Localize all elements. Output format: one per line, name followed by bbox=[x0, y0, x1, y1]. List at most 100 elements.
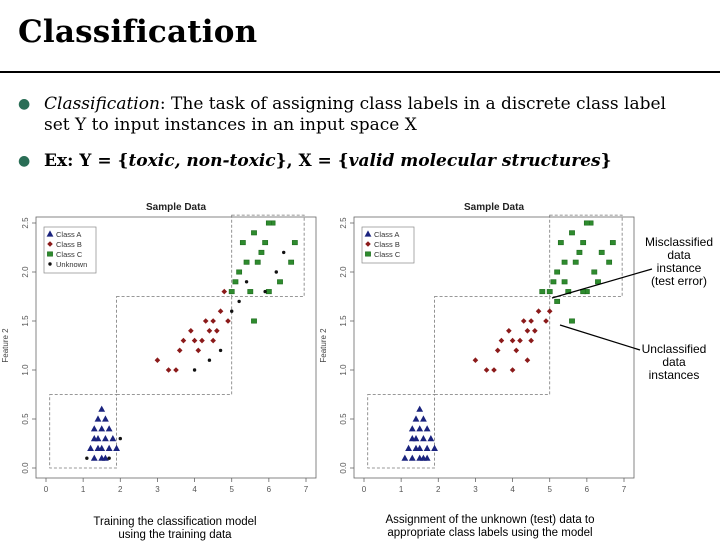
left-point-U bbox=[230, 309, 234, 313]
annot-unc-3: instances bbox=[648, 368, 700, 382]
left-point-U bbox=[118, 436, 122, 441]
right-point-A bbox=[401, 454, 409, 461]
right-point-C bbox=[583, 220, 590, 226]
right-point-B bbox=[506, 328, 512, 334]
right-x-tick-label: 2 bbox=[436, 485, 441, 493]
right-x-tick-label: 4 bbox=[510, 485, 515, 493]
left-y-tick-label: 1.5 bbox=[21, 315, 30, 327]
left-point-B bbox=[191, 337, 198, 344]
right-point-C bbox=[561, 279, 568, 285]
training-scatter-plot: Sample Data 0 1 2 3 4 5 6 7 0.0 0.5 1.0 1.5 2.0 2.5 Fea… bbox=[0, 193, 320, 493]
left-x-tick-label: 6 bbox=[267, 485, 272, 493]
left-point-B bbox=[202, 318, 209, 324]
left-legend-label: Class C bbox=[56, 250, 83, 259]
right-point-C bbox=[572, 259, 579, 265]
right-point-A bbox=[427, 435, 435, 442]
right-point-B bbox=[524, 357, 531, 363]
annot-mis-3: instance bbox=[656, 261, 702, 275]
training-scatter-svg: Sample Data 0 1 2 3 4 5 6 7 0.0 0.5 1.0 1.5 2.0 2.5 Fea… bbox=[1, 202, 317, 493]
right-point-C bbox=[609, 240, 616, 246]
right-region-2 bbox=[549, 214, 623, 297]
left-y-tick-label: 2.0 bbox=[21, 266, 30, 278]
left-point-C bbox=[236, 269, 243, 275]
left-x-tick-label: 5 bbox=[229, 485, 234, 493]
definition-line-1: : The task of assigning class labels in … bbox=[159, 94, 666, 114]
left-point-A bbox=[102, 454, 109, 461]
right-point-B bbox=[520, 318, 527, 324]
left-point-C bbox=[251, 318, 257, 324]
right-y-tick-label: 0.5 bbox=[339, 413, 348, 425]
right-x-tick-label: 7 bbox=[622, 485, 627, 493]
left-point-C bbox=[277, 279, 283, 285]
right-point-A bbox=[416, 405, 424, 412]
right-point-B bbox=[509, 367, 516, 373]
annotation-unclassified: Unclassified data instances bbox=[632, 343, 716, 382]
right-point-C bbox=[595, 279, 601, 285]
left-point-C bbox=[291, 240, 298, 246]
left-point-C bbox=[265, 220, 272, 226]
bullet-definition-text: Classification: The task of assigning cl… bbox=[44, 94, 666, 136]
annot-unc-1: Unclassified bbox=[641, 342, 707, 356]
right-point-A bbox=[412, 415, 420, 422]
left-point-U bbox=[192, 368, 197, 372]
right-point-C bbox=[554, 269, 561, 275]
bullet-dot-icon: ● bbox=[18, 96, 31, 112]
annotation-misclassified: Misclassified data instance (test error) bbox=[638, 236, 720, 288]
left-x-tick-label: 1 bbox=[81, 485, 86, 493]
left-point-A bbox=[98, 405, 106, 412]
right-legend-box bbox=[361, 226, 415, 264]
left-point-B bbox=[225, 318, 231, 324]
caption-right-line-1: Assignment of the unknown (test) data to bbox=[385, 514, 595, 526]
left-x-tick-label: 3 bbox=[155, 485, 160, 493]
example-mid: }, X = { bbox=[275, 151, 349, 171]
right-point-C bbox=[591, 269, 598, 275]
left-chart-title: Sample Data bbox=[146, 202, 206, 213]
right-point-C bbox=[539, 289, 546, 295]
left-point-A bbox=[102, 435, 109, 442]
right-point-A bbox=[408, 425, 416, 432]
term-classification: Classification bbox=[44, 94, 160, 114]
right-point-B bbox=[517, 337, 523, 344]
right-point-A bbox=[405, 444, 412, 451]
example-lead: Ex: Y = { bbox=[44, 151, 129, 171]
right-x-tick-label: 5 bbox=[547, 485, 552, 493]
right-point-C bbox=[580, 289, 587, 295]
right-x-tick-label: 3 bbox=[473, 485, 478, 493]
caption-left: Training the classification model using … bbox=[60, 516, 290, 542]
bullet-dot-icon: ● bbox=[18, 153, 31, 169]
left-point-U bbox=[274, 270, 278, 274]
left-point-B bbox=[210, 318, 216, 324]
right-y-tick-label: 1.5 bbox=[339, 315, 348, 327]
left-point-C bbox=[228, 289, 235, 295]
right-legend-marker bbox=[364, 230, 372, 237]
left-point-C bbox=[258, 249, 265, 255]
left-legend-label: Class B bbox=[56, 240, 82, 249]
example-x-values: valid molecular structures bbox=[348, 151, 601, 171]
right-point-B bbox=[543, 318, 549, 324]
right-point-B bbox=[498, 337, 505, 344]
caption-right-line-2: appropriate class labels using the model bbox=[387, 527, 593, 539]
right-legend-marker bbox=[365, 241, 371, 247]
right-point-B bbox=[524, 328, 531, 334]
right-chart-title: Sample Data bbox=[464, 202, 524, 213]
right-point-B bbox=[483, 367, 490, 373]
left-point-A bbox=[94, 435, 102, 442]
right-point-A bbox=[431, 444, 438, 451]
left-point-B bbox=[180, 337, 187, 344]
right-y-tick-label: 2.0 bbox=[339, 266, 348, 278]
right-point-C bbox=[580, 240, 587, 246]
left-point-B bbox=[173, 367, 179, 373]
left-plot-frame bbox=[35, 216, 317, 479]
left-point-U bbox=[207, 358, 212, 362]
right-y-tick-label: 2.5 bbox=[339, 217, 348, 229]
right-point-C bbox=[569, 318, 575, 324]
right-legend-marker bbox=[365, 251, 371, 257]
caption-right: Assignment of the unknown (test) data to… bbox=[360, 514, 620, 540]
annot-unc-2: data bbox=[662, 355, 686, 369]
right-point-B bbox=[472, 357, 479, 363]
left-point-A bbox=[90, 454, 98, 461]
right-point-A bbox=[412, 435, 420, 442]
left-point-C bbox=[254, 259, 261, 265]
right-point-C bbox=[546, 289, 553, 295]
right-point-C bbox=[569, 230, 575, 236]
